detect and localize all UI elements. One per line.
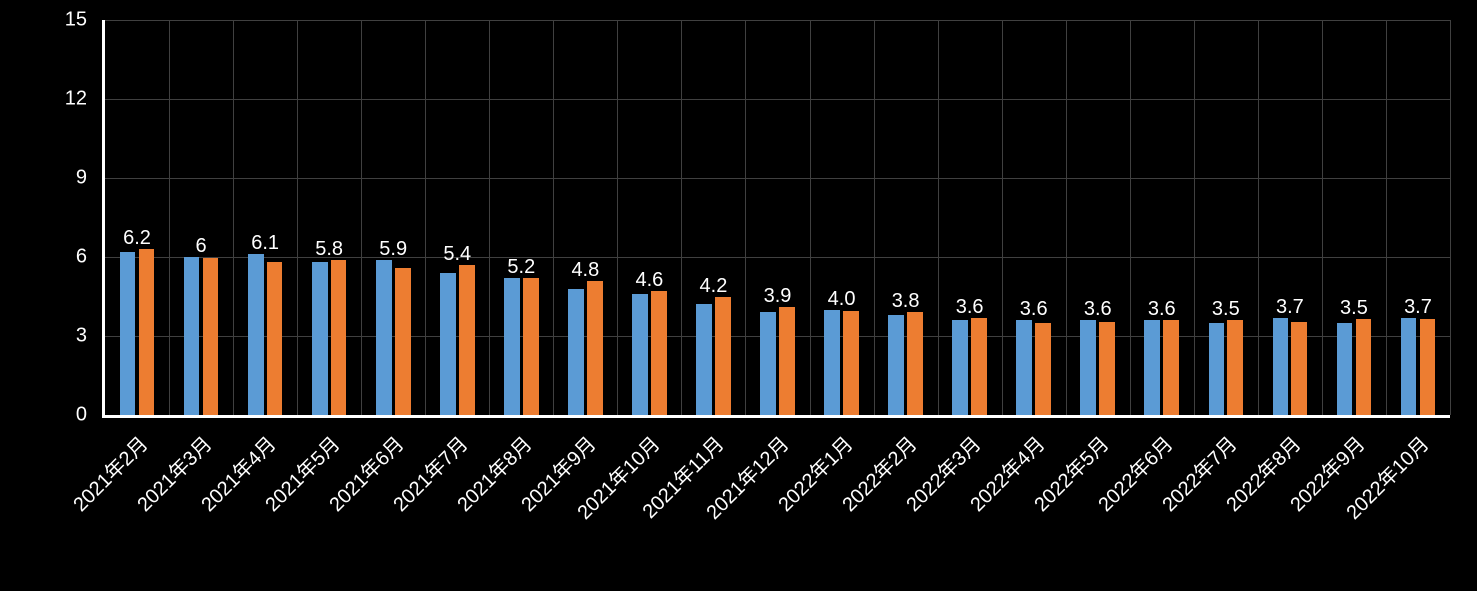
gridline-vertical [810,20,811,415]
data-label: 3.9 [764,285,792,308]
y-tick-label: 6 [0,246,87,269]
y-axis-line [102,20,105,418]
bar-series-a [568,289,584,415]
gridline-vertical [1194,20,1195,415]
gridline-vertical [1322,20,1323,415]
bar-series-b [1099,322,1115,415]
bar-series-a [1209,323,1225,415]
data-label: 5.2 [507,256,535,279]
bar-series-b [459,265,475,415]
bar-series-b [1356,319,1372,415]
data-label: 6 [196,235,207,258]
gridline-vertical [745,20,746,415]
gridline-horizontal [105,257,1450,258]
data-label: 5.9 [379,238,407,261]
bar-chart: 6.2 6 6.1 5.8 5.9 5.4 5.2 4.8 4.6 4.2 3.9 4.0 3.8 3.6… [0,0,1477,591]
gridline-vertical [1002,20,1003,415]
gridline-vertical [874,20,875,415]
bar-series-b [1420,319,1436,415]
bar-series-a [1144,320,1160,415]
gridline-horizontal [105,20,1450,21]
gridline-vertical [553,20,554,415]
bar-series-a [952,320,968,415]
bar-series-a [312,262,328,415]
data-label: 6.2 [123,227,151,250]
data-label: 3.6 [956,296,984,319]
bar-series-b [267,262,283,415]
bar-series-b [523,278,539,415]
bar-series-a [824,310,840,415]
data-label: 5.8 [315,238,343,261]
gridline-horizontal [105,99,1450,100]
data-label: 3.7 [1276,296,1304,319]
bar-series-b [907,312,923,415]
bar-series-a [1337,323,1353,415]
gridline-vertical [169,20,170,415]
bar-series-a [696,304,712,415]
bar-series-a [1016,320,1032,415]
bar-series-b [587,281,603,415]
gridline-vertical [1130,20,1131,415]
gridline-vertical [681,20,682,415]
y-tick-label: 9 [0,167,87,190]
bar-series-a [1080,320,1096,415]
bar-series-a [248,254,264,415]
bar-series-b [331,260,347,415]
bar-series-a [184,257,200,415]
data-label: 3.5 [1212,298,1240,321]
bar-series-b [651,291,667,415]
bar-series-b [715,297,731,416]
data-label: 3.5 [1340,297,1368,320]
gridline-vertical [489,20,490,415]
gridline-vertical [1066,20,1067,415]
x-axis-line [102,415,1450,418]
data-label: 5.4 [443,243,471,266]
bar-series-b [1227,320,1243,415]
data-label: 4.8 [571,259,599,282]
bar-series-a [504,278,520,415]
data-label: 4.0 [828,288,856,311]
bar-series-a [1273,318,1289,415]
gridline-vertical [1386,20,1387,415]
gridline-vertical [425,20,426,415]
bar-series-b [843,311,859,415]
gridline-vertical [361,20,362,415]
data-label: 3.7 [1404,296,1432,319]
bar-series-a [120,252,136,415]
y-tick-label: 0 [0,404,87,427]
gridline-vertical [938,20,939,415]
gridline-vertical [233,20,234,415]
data-label: 3.6 [1084,298,1112,321]
gridline-horizontal [105,336,1450,337]
gridline-vertical [1258,20,1259,415]
bar-series-a [440,273,456,415]
data-label: 4.2 [700,275,728,298]
bar-series-b [139,249,155,415]
bar-series-b [971,318,987,415]
bar-series-b [1035,323,1051,415]
gridline-horizontal [105,178,1450,179]
bar-series-a [760,312,776,415]
bar-series-a [632,294,648,415]
y-tick-label: 12 [0,88,87,111]
y-tick-label: 15 [0,9,87,32]
bar-series-b [1291,322,1307,415]
gridline-vertical [1450,20,1451,415]
bar-series-a [376,260,392,415]
gridline-vertical [617,20,618,415]
data-label: 6.1 [251,232,279,255]
bar-series-a [888,315,904,415]
y-tick-label: 3 [0,325,87,348]
gridline-vertical [297,20,298,415]
bar-series-a [1401,318,1417,415]
data-label: 3.8 [892,290,920,313]
bar-series-b [203,258,219,415]
data-label: 3.6 [1020,298,1048,321]
bar-series-b [1163,320,1179,415]
bar-series-b [395,268,411,415]
data-label: 3.6 [1148,298,1176,321]
data-label: 4.6 [635,269,663,292]
bar-series-b [779,307,795,415]
